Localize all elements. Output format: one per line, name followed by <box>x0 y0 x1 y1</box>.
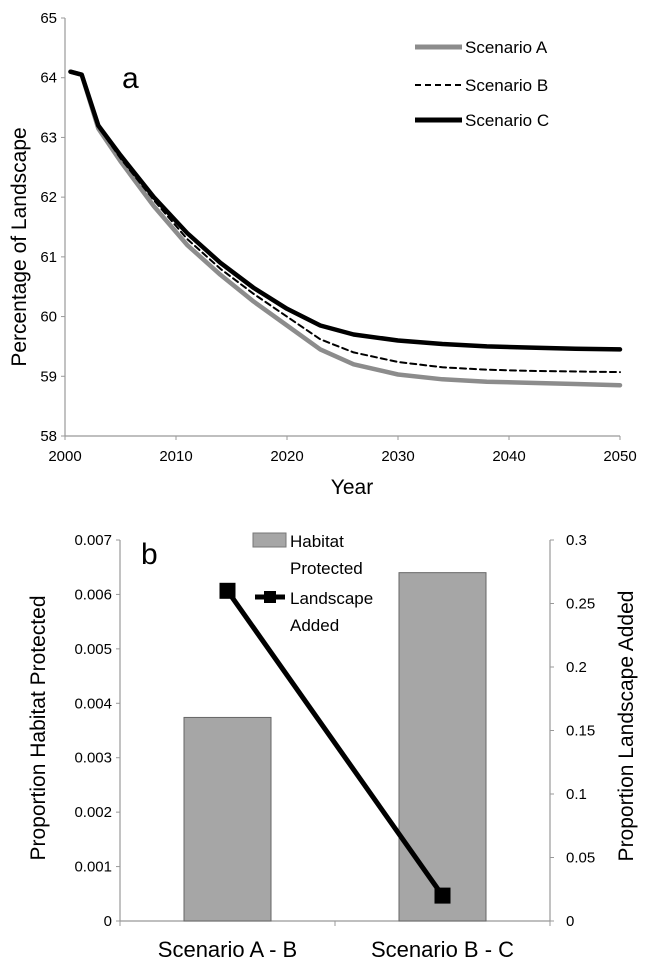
series-line-landscape-added <box>225 589 445 898</box>
panel-b-category-label: Scenario B - C <box>371 937 514 962</box>
panel-b-category-labels: Scenario A - B Scenario B - C <box>119 921 551 962</box>
panel-a-y-tick-label: 58 <box>40 428 57 445</box>
panel-b-left-tick-label: 0.006 <box>74 586 112 603</box>
panel-b-right-tick-label: 0.15 <box>566 723 595 740</box>
panel-b-left-tick-label: 0.004 <box>74 695 112 712</box>
panel-a-legend: Scenario A Scenario B Scenario C <box>415 38 549 130</box>
panel-a-y-tick-label: 65 <box>40 10 57 27</box>
panel-b-bar-line-chart: 0 0.001 0.002 0.003 0.004 0.005 0.006 0.007 0 0.… <box>27 532 638 962</box>
panel-a-x-tick-label: 2020 <box>270 448 303 465</box>
panel-a-line-chart: 58 59 60 61 62 63 64 65 2000 2010 2020 2030 2040 205… <box>8 10 637 499</box>
series-line-scenario-a <box>68 69 623 388</box>
panel-a-x-tick-label: 2050 <box>603 448 636 465</box>
panel-a-y-tick-label: 62 <box>40 189 57 206</box>
panel-b-right-tick-label: 0 <box>566 913 574 930</box>
panel-a-y-tick-label: 59 <box>40 368 57 385</box>
panel-b-right-tick-label: 0.05 <box>566 850 595 867</box>
panel-a-letter: a <box>122 62 139 95</box>
legend-label-habitat-protected-line1: Habitat <box>290 532 344 551</box>
legend-label-scenario-c: Scenario C <box>465 111 549 130</box>
panel-b-right-tick-label: 0.3 <box>566 532 587 549</box>
panel-b-left-tick-label: 0.001 <box>74 859 112 876</box>
legend-label-landscape-added-line1: Landscape <box>290 589 373 608</box>
bar-scenario-a-b <box>183 716 272 922</box>
panel-b-right-tick-label: 0.1 <box>566 786 587 803</box>
panel-a-x-tick-label: 2000 <box>48 448 81 465</box>
panel-b-category-label: Scenario A - B <box>158 937 297 962</box>
legend-label-scenario-a: Scenario A <box>465 38 548 57</box>
panel-b-right-axis-title: Proportion Landscape Added <box>615 591 638 862</box>
series-line-scenario-c <box>68 69 623 352</box>
panel-b-line-series <box>219 582 451 904</box>
panel-b-left-tick-label: 0 <box>104 913 112 930</box>
marker-landscape-added-scenario-a-b <box>219 582 236 599</box>
legend-swatch-landscape-added-marker <box>264 591 276 603</box>
panel-b-legend: Habitat Protected Landscape Added <box>252 532 373 635</box>
panel-b-left-tick-label: 0.005 <box>74 641 112 658</box>
panel-b-right-tick-label: 0.2 <box>566 659 587 676</box>
panel-a-y-tick-label: 60 <box>40 309 57 326</box>
legend-label-habitat-protected-line2: Protected <box>290 559 363 578</box>
panel-a-x-tick-label: 2040 <box>492 448 525 465</box>
marker-landscape-added-scenario-b-c <box>434 887 451 904</box>
panel-b-bars <box>183 572 487 922</box>
legend-label-landscape-added-line2: Added <box>290 616 339 635</box>
panel-b-left-tick-label: 0.003 <box>74 750 112 767</box>
panel-a-y-axis-title: Percentage of Landscape <box>8 127 31 366</box>
panel-a-series-lines <box>68 69 623 388</box>
panel-a-y-tick-label: 61 <box>40 249 57 266</box>
panel-b-right-tick-labels: 0 0.05 0.1 0.15 0.2 0.25 0.3 <box>550 532 595 930</box>
panel-b-left-tick-label: 0.007 <box>74 532 112 549</box>
panel-b-letter: b <box>141 538 158 571</box>
panel-a-y-tick-labels: 58 59 60 61 62 63 64 65 <box>40 10 65 445</box>
panel-b-right-tick-label: 0.25 <box>566 596 595 613</box>
legend-label-scenario-b: Scenario B <box>465 76 548 95</box>
panel-a-x-tick-label: 2030 <box>381 448 414 465</box>
panel-a-x-tick-labels: 2000 2010 2020 2030 2040 2050 <box>48 436 637 465</box>
legend-swatch-habitat-protected <box>252 532 287 548</box>
panel-b-left-axis-title: Proportion Habitat Protected <box>27 596 50 861</box>
panel-b-left-tick-label: 0.002 <box>74 804 112 821</box>
panel-a-x-axis-title: Year <box>331 476 373 499</box>
bar-scenario-b-c <box>398 572 487 922</box>
panel-a-y-tick-label: 63 <box>40 129 57 146</box>
panel-a-x-tick-label: 2010 <box>159 448 192 465</box>
panel-b-left-tick-labels: 0 0.001 0.002 0.003 0.004 0.005 0.006 0.007 <box>74 532 120 930</box>
panel-a-y-tick-label: 64 <box>40 70 57 87</box>
